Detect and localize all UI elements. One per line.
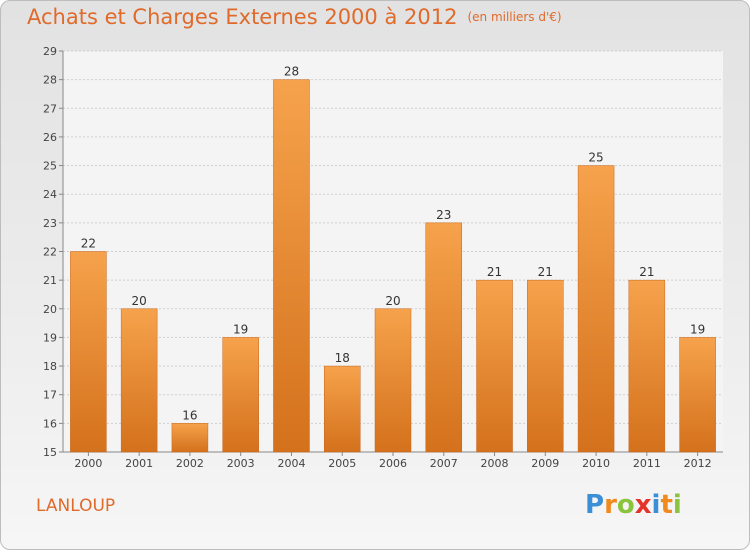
logo-letter: t: [660, 490, 673, 520]
bar-2001: [120, 308, 158, 453]
logo-letter: i: [651, 490, 661, 520]
y-tick-label: 27: [43, 102, 57, 115]
bar-2009: [527, 279, 564, 453]
x-tick-label: 2012: [684, 457, 712, 470]
y-tick-label: 18: [43, 360, 57, 373]
data-label: 16: [182, 408, 197, 422]
bar-2004: [273, 79, 310, 453]
y-tick-label: 19: [43, 331, 57, 344]
chart-title-text: Achats et Charges Externes 2000 à 2012: [27, 5, 458, 29]
y-tick-label: 25: [43, 160, 57, 173]
x-tick-label: 2002: [176, 457, 204, 470]
data-label: 23: [436, 208, 451, 222]
chart-title: Achats et Charges Externes 2000 à 2012 (e…: [27, 5, 562, 29]
y-tick-label: 29: [43, 45, 57, 58]
x-tick-label: 2006: [379, 457, 407, 470]
bar-2005: [323, 365, 361, 453]
bar-2012: [679, 337, 716, 453]
y-tick-label: 21: [43, 274, 57, 287]
x-tick-label: 2011: [633, 457, 661, 470]
data-label: 21: [487, 265, 502, 279]
bar-2006: [374, 308, 412, 453]
data-label: 20: [132, 294, 147, 308]
logo-letter: i: [672, 490, 682, 520]
bar-2010: [577, 165, 615, 453]
x-tick-label: 2000: [74, 457, 102, 470]
logo-letter: P: [585, 490, 605, 520]
logo-letter: r: [604, 490, 617, 520]
chart-subtitle: (en milliers d'€): [467, 10, 562, 24]
data-label: 20: [385, 294, 400, 308]
data-label: 21: [639, 265, 654, 279]
y-tick-label: 28: [43, 74, 57, 87]
x-tick-label: 2003: [227, 457, 255, 470]
bar-2011: [628, 279, 666, 453]
bar-2003: [222, 337, 259, 453]
proxiti-logo: Proxiti: [585, 490, 682, 520]
y-tick-label: 17: [43, 389, 57, 402]
data-label: 18: [335, 351, 350, 365]
data-label: 22: [81, 237, 96, 251]
x-tick-label: 2005: [328, 457, 356, 470]
x-tick-label: 2004: [277, 457, 305, 470]
bar-2000: [70, 251, 107, 453]
x-tick-label: 2010: [582, 457, 610, 470]
logo-letter: o: [616, 490, 635, 520]
y-tick-label: 15: [43, 446, 57, 459]
x-tick-label: 2007: [430, 457, 458, 470]
y-tick-label: 20: [43, 303, 57, 316]
data-label: 21: [538, 265, 553, 279]
bar-2008: [476, 279, 513, 453]
data-label: 25: [588, 151, 603, 165]
data-label: 19: [233, 322, 248, 336]
data-label: 28: [284, 65, 299, 79]
x-tick-label: 2001: [125, 457, 153, 470]
bar-2002: [171, 423, 209, 453]
y-tick-label: 23: [43, 217, 57, 230]
bar-2007: [425, 222, 463, 453]
logo-letter: x: [634, 490, 652, 520]
y-tick-label: 24: [43, 188, 57, 201]
x-tick-label: 2008: [481, 457, 509, 470]
commune-name: LANLOUP: [36, 496, 116, 516]
y-tick-label: 26: [43, 131, 57, 144]
y-tick-label: 22: [43, 246, 57, 259]
data-label: 19: [690, 322, 705, 336]
x-tick-label: 2009: [531, 457, 559, 470]
y-tick-label: 16: [43, 417, 57, 430]
